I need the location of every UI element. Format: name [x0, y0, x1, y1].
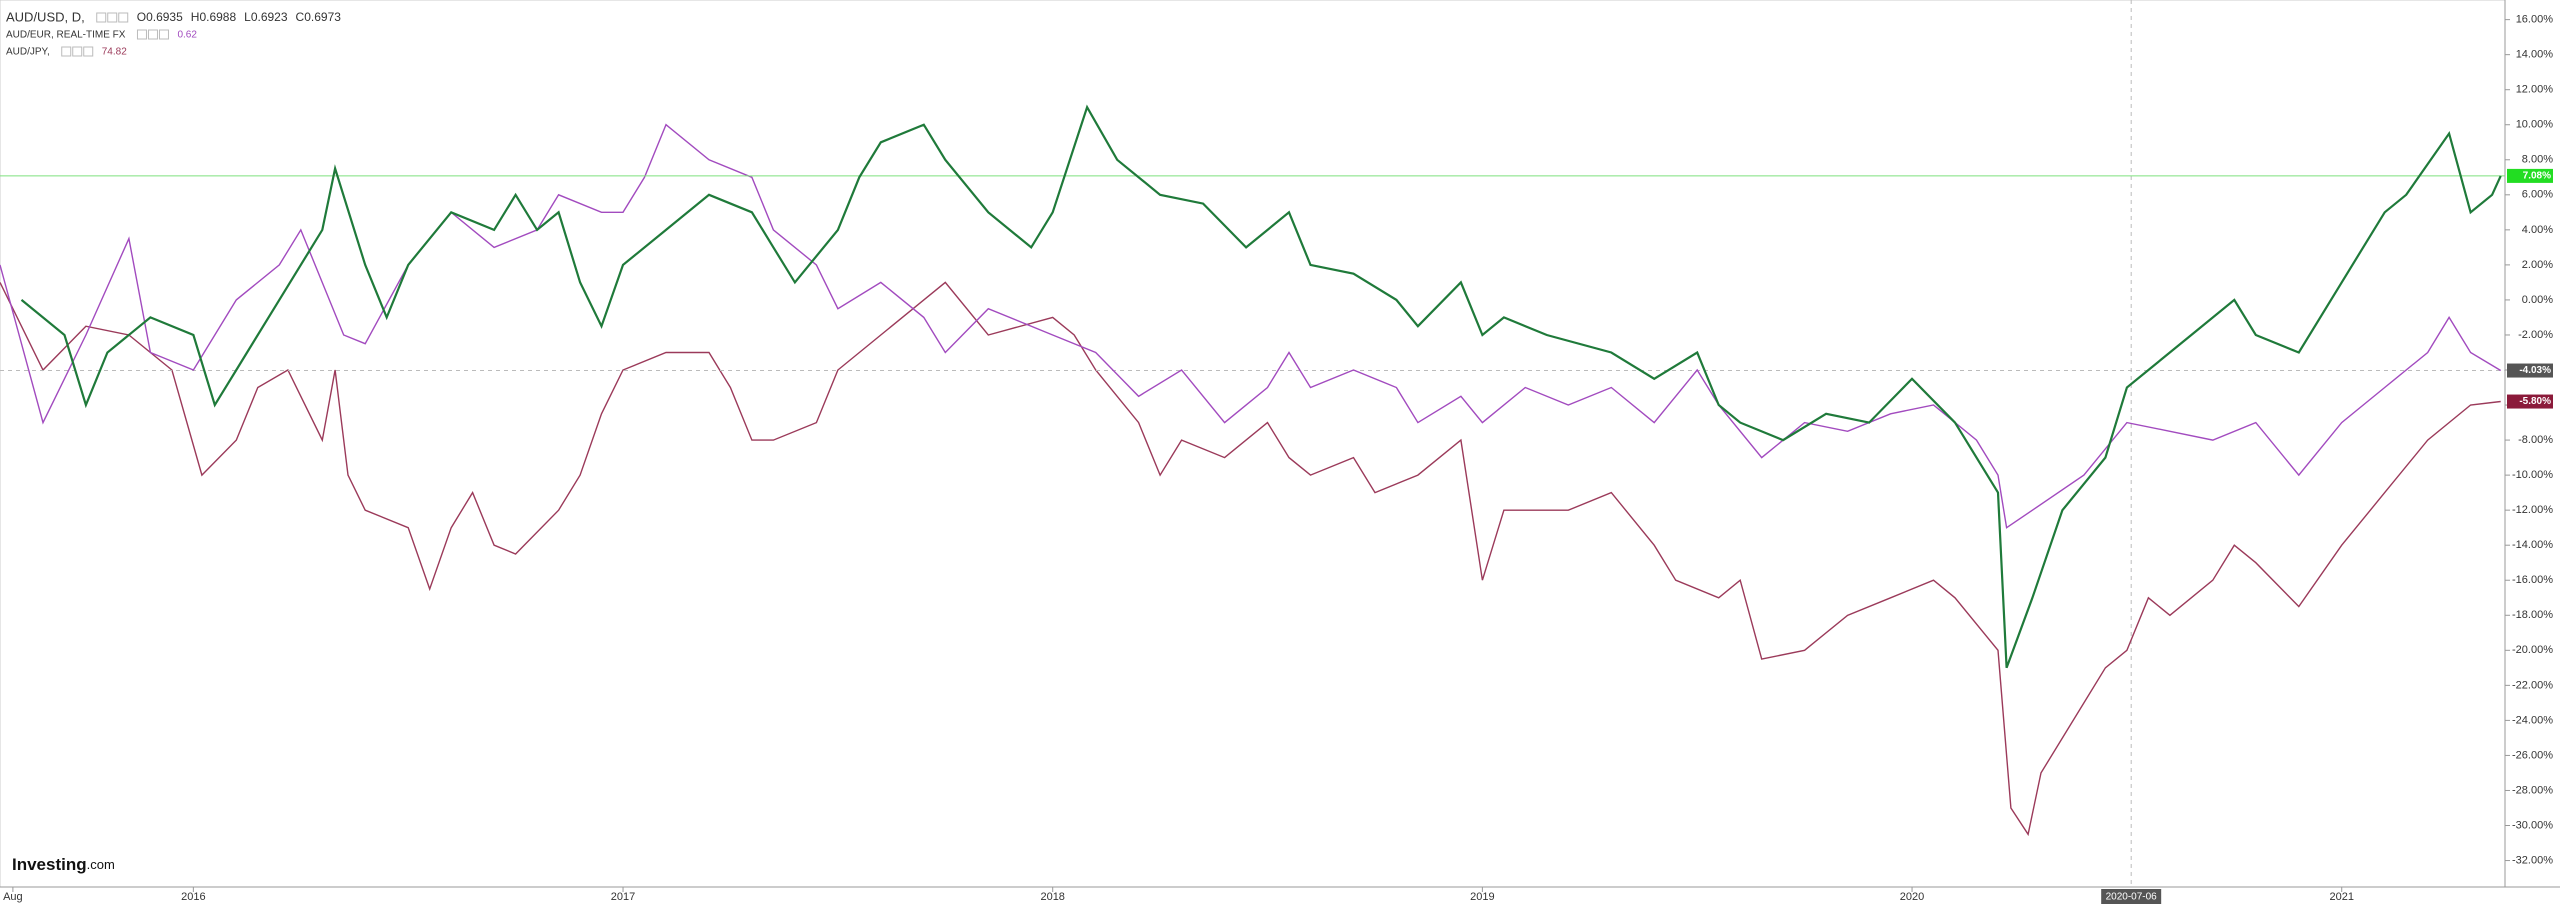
watermark-suffix: .com	[87, 857, 115, 872]
legend-quote: H0.6988	[191, 10, 237, 24]
legend-name: AUD/USD, D,	[6, 9, 85, 24]
y-tick-label: 6.00%	[2522, 189, 2553, 201]
legend-button	[61, 46, 72, 57]
y-tick-label: -24.00%	[2512, 714, 2553, 726]
legend-quote: 74.82	[102, 47, 127, 58]
legend-button	[158, 29, 169, 40]
y-tick-label: 2.00%	[2522, 259, 2553, 271]
x-tick-label: 2017	[611, 891, 635, 903]
y-tick-label: -32.00%	[2512, 854, 2553, 866]
legend-button	[72, 46, 83, 57]
y-tick-label: -8.00%	[2518, 434, 2553, 446]
y-tick-label: 0.00%	[2522, 294, 2553, 306]
legend-button	[147, 29, 158, 40]
y-tick-label: -26.00%	[2512, 749, 2553, 761]
legend-quote: O0.6935	[137, 10, 183, 24]
y-tick-label: -22.00%	[2512, 679, 2553, 691]
x-tick-label: 2016	[181, 891, 205, 903]
y-tick-label: 8.00%	[2522, 154, 2553, 166]
plot-area	[0, 0, 2506, 888]
x-tick-label: 2019	[1470, 891, 1494, 903]
y-tick-label: -20.00%	[2512, 644, 2553, 656]
y-tick-label: -2.00%	[2518, 329, 2553, 341]
y-tick-label: 12.00%	[2516, 84, 2554, 96]
y-tick-label: -28.00%	[2512, 784, 2553, 796]
last-value-bg	[2507, 394, 2553, 409]
last-value-label: -4.03%	[2519, 365, 2551, 376]
legend-button	[96, 12, 107, 23]
legend-quote: C0.6973	[296, 10, 342, 24]
legend-name: AUD/JPY,	[6, 47, 50, 58]
legend-name: AUD/EUR, REAL-TIME FX	[6, 30, 126, 41]
x-tick-label: 2020	[1900, 891, 1924, 903]
y-tick-label: -14.00%	[2512, 539, 2553, 551]
last-value-bg	[2507, 168, 2553, 183]
last-value-label: 7.08%	[2523, 171, 2551, 182]
series-line	[20, 104, 2502, 669]
y-tick-label: 16.00%	[2516, 14, 2554, 26]
legend-quote: L0.6923	[244, 10, 288, 24]
y-tick-label: -16.00%	[2512, 574, 2553, 586]
legend-button	[107, 12, 118, 23]
legend-button	[136, 29, 147, 40]
y-tick-label: 10.00%	[2516, 119, 2554, 131]
legend-button	[83, 46, 94, 57]
y-tick-label: -30.00%	[2512, 819, 2553, 831]
y-tick-label: 4.00%	[2522, 224, 2553, 236]
watermark: Investing.com	[12, 855, 115, 874]
y-tick-label: -10.00%	[2512, 469, 2553, 481]
y-tick-label: -12.00%	[2512, 504, 2553, 516]
series-line	[0, 281, 2501, 837]
x-tick-label: Aug	[3, 891, 23, 903]
legend-quote: 0.62	[177, 30, 197, 41]
last-value-label: -5.80%	[2519, 396, 2551, 407]
y-tick-label: 14.00%	[2516, 49, 2554, 61]
x-tick-label: 2018	[1040, 891, 1064, 903]
crosshair-label: 2020-07-06	[2106, 892, 2158, 903]
y-tick-label: -18.00%	[2512, 609, 2553, 621]
last-value-bg	[2507, 363, 2553, 378]
legend-button	[118, 12, 129, 23]
x-tick-label: 2021	[2329, 891, 2353, 903]
watermark-brand: Investing	[12, 855, 87, 874]
crosshair-label-bg	[2101, 889, 2162, 904]
